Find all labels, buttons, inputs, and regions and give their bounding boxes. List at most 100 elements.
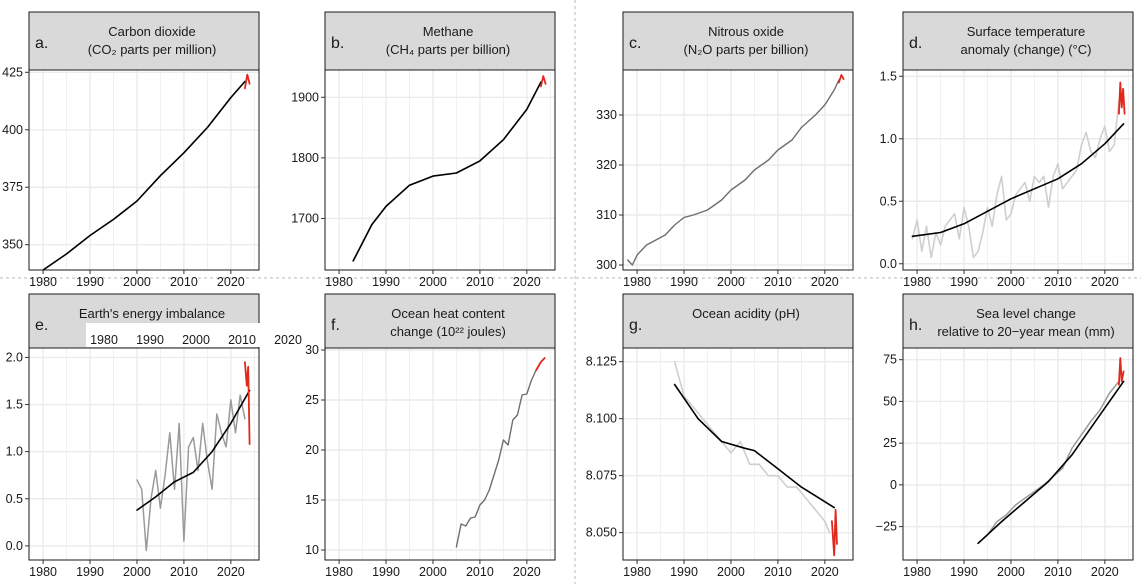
plot-frame	[324, 69, 556, 271]
y-tick-label: 8.050	[586, 526, 617, 540]
series-line-recent	[243, 361, 251, 446]
y-tick-label: 1.5	[880, 69, 897, 83]
x-tick-label: 2020	[811, 565, 839, 579]
x-tick-label: 1980	[29, 565, 57, 579]
y-tick-label: 0	[890, 478, 897, 492]
panel-a: a. Carbon dioxide (CO₂ parts per million) 1…	[2, 11, 260, 289]
series-line-trend	[136, 389, 251, 511]
overlay-x-tick-label: 2010	[228, 333, 256, 347]
plot-frame	[622, 69, 854, 271]
x-tick-label: 2000	[997, 565, 1025, 579]
series-line-trend	[911, 123, 1125, 238]
x-tick-label: 2000	[123, 275, 151, 289]
x-tick-label: 2000	[717, 565, 745, 579]
y-tick-label: 25	[305, 393, 319, 407]
x-tick-label: 1990	[950, 275, 978, 289]
x-tick-label: 2010	[170, 565, 198, 579]
panel-title-strip	[902, 11, 1134, 71]
y-tick-label: 75	[883, 353, 897, 367]
x-tick-label: 1980	[623, 565, 651, 579]
x-tick-label: 2010	[170, 275, 198, 289]
y-tick-label: 400	[2, 123, 23, 137]
series-line-dark	[455, 369, 537, 548]
x-tick-label: 2020	[217, 275, 245, 289]
plot-frame	[902, 69, 1134, 271]
y-tick-label: 1.0	[880, 132, 897, 146]
series-line-recent	[831, 508, 838, 557]
plot-frame	[28, 347, 260, 561]
plot-area	[325, 348, 555, 560]
y-tick-label: 375	[2, 180, 23, 194]
panel-title-strip	[324, 293, 556, 349]
x-tick-label: 2000	[717, 275, 745, 289]
x-tick-label: 2010	[764, 275, 792, 289]
y-tick-label: 20	[305, 443, 319, 457]
panel-title-line: (CH₄ parts per billion)	[386, 42, 511, 57]
x-tick-label: 1980	[903, 565, 931, 579]
series-line-trend	[352, 81, 542, 262]
series-line-trend	[673, 383, 836, 509]
series-line-mid	[136, 394, 246, 552]
y-tick-label: 0.0	[6, 539, 23, 553]
y-tick-label: 1.5	[6, 398, 23, 412]
panel-title-strip	[622, 293, 854, 349]
panel-letter: c.	[629, 35, 641, 52]
y-tick-label: 0.5	[880, 194, 897, 208]
panel-letter: b.	[331, 35, 344, 52]
x-tick-label: 2020	[811, 275, 839, 289]
x-tick-label: 1980	[325, 565, 353, 579]
y-tick-label: 350	[2, 238, 23, 252]
y-tick-label: 2.0	[6, 350, 23, 364]
panel-g: g. Ocean acidity (pH) 1980 1990 2000 2010 2020…	[586, 293, 854, 579]
y-tick-label: 0.0	[880, 257, 897, 271]
overlay-x-tick-label: 1980	[90, 333, 118, 347]
y-tick-label: 8.100	[586, 412, 617, 426]
panel-title-strip	[28, 11, 260, 71]
series-line-recent	[243, 73, 251, 90]
panel-title-strip	[902, 293, 1134, 349]
panel-c: c. Nitrous oxide (N₂O parts per billion) 19…	[596, 11, 854, 289]
y-tick-label: 8.075	[586, 469, 617, 483]
x-tick-label: 2020	[513, 565, 541, 579]
y-tick-label: −25	[876, 520, 897, 534]
panel-f: f. Ocean heat content change (10²² joules)…	[305, 293, 556, 579]
plot-frame	[324, 347, 556, 561]
plot-frame	[28, 69, 260, 271]
x-tick-label: 1990	[670, 275, 698, 289]
series-line-dark	[627, 79, 840, 266]
x-tick-label: 2020	[1091, 565, 1119, 579]
series-line-recent	[540, 75, 547, 88]
panel-title-line: Sea level change	[976, 306, 1076, 321]
series-line-recent	[838, 74, 845, 84]
plot-area	[623, 70, 853, 270]
series-line-trend	[42, 80, 246, 271]
series-line-recent	[535, 357, 546, 371]
plot-area	[903, 70, 1133, 270]
x-tick-label: 2010	[764, 565, 792, 579]
x-tick-label: 1990	[670, 565, 698, 579]
series-line-grey	[911, 100, 1120, 259]
x-tick-label: 2010	[1044, 275, 1072, 289]
x-tick-label: 1980	[29, 275, 57, 289]
panel-letter: h.	[909, 317, 922, 334]
y-tick-label: 1.0	[6, 445, 23, 459]
overlay-x-tick-label: 2000	[182, 333, 210, 347]
x-tick-label: 1990	[76, 275, 104, 289]
panel-b: b. Methane (CH₄ parts per billion) 1980 1990…	[291, 11, 556, 289]
x-tick-label: 2000	[123, 565, 151, 579]
x-tick-label: 2020	[217, 565, 245, 579]
panel-title-line: Nitrous oxide	[708, 24, 784, 39]
panel-title-line: (N₂O parts per billion)	[684, 42, 809, 57]
plot-area	[903, 348, 1133, 560]
y-tick-label: 425	[2, 65, 23, 79]
y-tick-label: 1700	[291, 211, 319, 225]
plot-area	[623, 348, 853, 560]
panel-title-line: anomaly (change) (°C)	[961, 42, 1092, 57]
panel-letter: g.	[629, 317, 642, 334]
panel-title-line: Surface temperature	[967, 24, 1086, 39]
x-tick-label: 2010	[1044, 565, 1072, 579]
panel-title-line: Ocean acidity (pH)	[692, 306, 800, 321]
y-tick-label: 30	[305, 343, 319, 357]
x-tick-label: 2000	[997, 275, 1025, 289]
